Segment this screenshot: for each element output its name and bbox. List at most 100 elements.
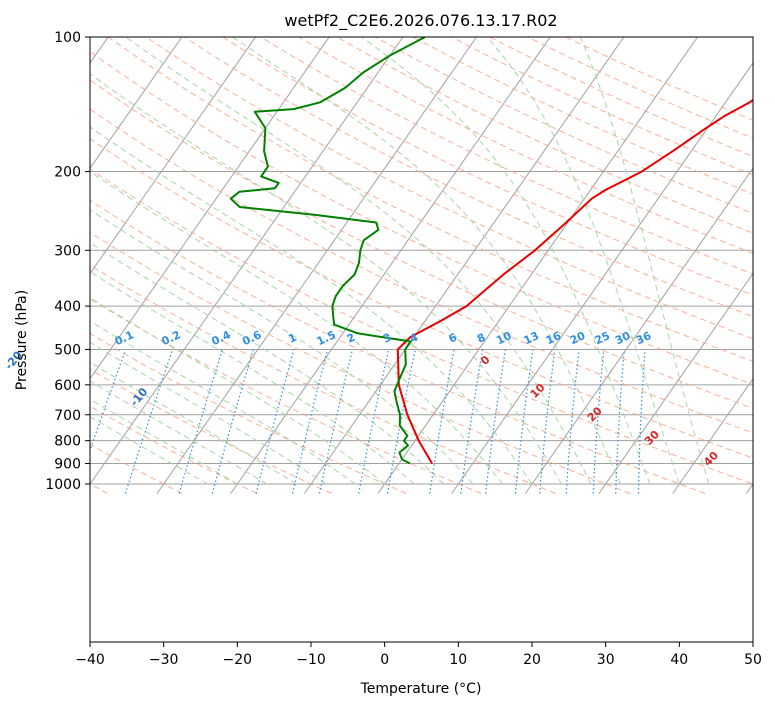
moist-adiabat-line xyxy=(361,37,651,485)
mixing-ratio-label: 20 xyxy=(568,329,588,347)
dry-adiabat-line xyxy=(90,138,753,459)
mixing-ratio-line xyxy=(292,349,329,494)
y-tick-label: 300 xyxy=(54,243,81,259)
mixing-ratio-line xyxy=(539,349,556,494)
moist-adiabat-line xyxy=(90,380,268,485)
mixing-ratio-line xyxy=(90,349,127,453)
y-axis-label: Pressure (hPa) xyxy=(14,290,30,390)
mixing-ratio-label: 10 xyxy=(494,329,514,347)
x-tick-label: −40 xyxy=(75,652,105,668)
dry-adiabat-line xyxy=(336,37,753,234)
isotherm-line xyxy=(90,37,404,485)
moist-adiabat-line xyxy=(90,416,209,485)
dry-adiabat-line xyxy=(90,405,258,494)
y-tick-label: 500 xyxy=(54,342,81,358)
dry-adiabat-label: -10 xyxy=(128,385,151,409)
dry-adiabat-line xyxy=(107,37,753,363)
y-tick-label: 900 xyxy=(54,457,81,473)
mixing-ratio-line xyxy=(514,349,534,494)
mixing-ratio-line xyxy=(358,349,390,494)
isotherm-line xyxy=(90,37,330,380)
y-tick-label: 800 xyxy=(54,434,81,450)
moist-adiabat-line xyxy=(486,37,680,485)
x-tick-label: 20 xyxy=(523,652,541,668)
grid-layer xyxy=(0,37,753,494)
mixing-ratio-line xyxy=(318,349,354,494)
x-tick-label: 50 xyxy=(744,652,762,668)
dry-adiabat-line xyxy=(184,37,753,318)
isotherm-line xyxy=(90,37,257,275)
data-layer xyxy=(229,37,753,465)
isotherm-line xyxy=(303,37,625,494)
dry-adiabat-line xyxy=(222,37,753,296)
dewpoint-profile-line xyxy=(229,37,426,465)
mixing-ratio-line xyxy=(429,349,455,494)
isotherm-line xyxy=(745,483,753,494)
mixing-ratio-label: 6 xyxy=(447,331,460,346)
dry-adiabat-line xyxy=(527,37,753,139)
x-tick-label: 10 xyxy=(449,652,467,668)
mixing-ratio-label: 0.2 xyxy=(160,328,183,348)
isotherm-line xyxy=(156,37,478,494)
mixing-ratio-line xyxy=(637,349,646,494)
mixing-ratio-label: 0.4 xyxy=(210,328,233,348)
dry-adiabat-line xyxy=(90,79,753,410)
mixing-ratio-label: 16 xyxy=(544,329,564,347)
moist-adiabat-line xyxy=(90,271,415,485)
x-tick-label: 40 xyxy=(670,652,688,668)
isotherm-line xyxy=(90,37,109,64)
x-tick-label: −30 xyxy=(149,652,179,668)
mixing-ratio-line xyxy=(211,349,254,494)
moist-adiabat-line xyxy=(90,242,444,485)
moist-adiabat-line xyxy=(90,171,503,485)
dry-adiabat-line xyxy=(90,231,631,494)
dry-adiabat-line xyxy=(90,298,482,494)
dry-adiabat-line xyxy=(374,37,753,214)
mixing-ratio-label: 0.1 xyxy=(113,328,136,348)
mixing-ratio-label: 1 xyxy=(286,331,298,346)
dry-adiabat-line xyxy=(260,37,753,275)
y-tick-label: 1000 xyxy=(45,477,81,493)
mixing-ratio-line xyxy=(178,349,224,494)
y-tick-label: 700 xyxy=(54,408,81,424)
mixing-ratio-label: 25 xyxy=(593,329,612,347)
isotherm-line xyxy=(377,37,699,494)
isotherm-line xyxy=(0,37,35,494)
y-tick-label: 200 xyxy=(54,165,81,181)
moist-adiabat-label: 10 xyxy=(528,381,548,401)
isotherm-line xyxy=(451,62,753,494)
label-layer: -100-90-80-70-60-50-40-30-20-100.10.20.4… xyxy=(2,328,721,469)
x-axis-label: Temperature (°C) xyxy=(360,681,482,697)
dry-adiabat-line xyxy=(90,108,753,434)
x-tick-label: −10 xyxy=(296,652,326,668)
y-tick-label: 600 xyxy=(54,378,81,394)
isotherm-line xyxy=(90,37,183,170)
dry-adiabat-line xyxy=(90,443,183,494)
dry-adiabat-line xyxy=(146,37,753,340)
mixing-ratio-line xyxy=(255,349,295,494)
mixing-ratio-line xyxy=(460,349,484,494)
mixing-ratio-label: 13 xyxy=(522,329,541,347)
moist-adiabat-label: 30 xyxy=(642,428,662,448)
dry-adiabat-line xyxy=(489,37,753,157)
dry-adiabat-line xyxy=(90,168,753,485)
moist-adiabat-line xyxy=(90,126,533,485)
x-tick-label: −20 xyxy=(223,652,253,668)
isotherm-line xyxy=(524,167,753,494)
mixing-ratio-line xyxy=(485,349,506,494)
x-tick-label: 0 xyxy=(380,652,389,668)
x-tick-label: 30 xyxy=(597,652,615,668)
y-tick-label: 100 xyxy=(54,30,81,46)
isotherm-line xyxy=(672,377,753,494)
plot-frame xyxy=(89,36,754,643)
moist-adiabat-line xyxy=(579,37,710,485)
chart-title: wetPf2_C2E6.2026.076.13.17.R02 xyxy=(284,11,557,31)
moist-adiabat-line xyxy=(90,209,474,485)
dry-adiabat-line xyxy=(90,483,108,494)
y-tick-label: 400 xyxy=(54,299,81,315)
moist-adiabat-line xyxy=(90,73,562,485)
mixing-ratio-line xyxy=(124,349,174,494)
mixing-ratio-line xyxy=(615,349,625,494)
